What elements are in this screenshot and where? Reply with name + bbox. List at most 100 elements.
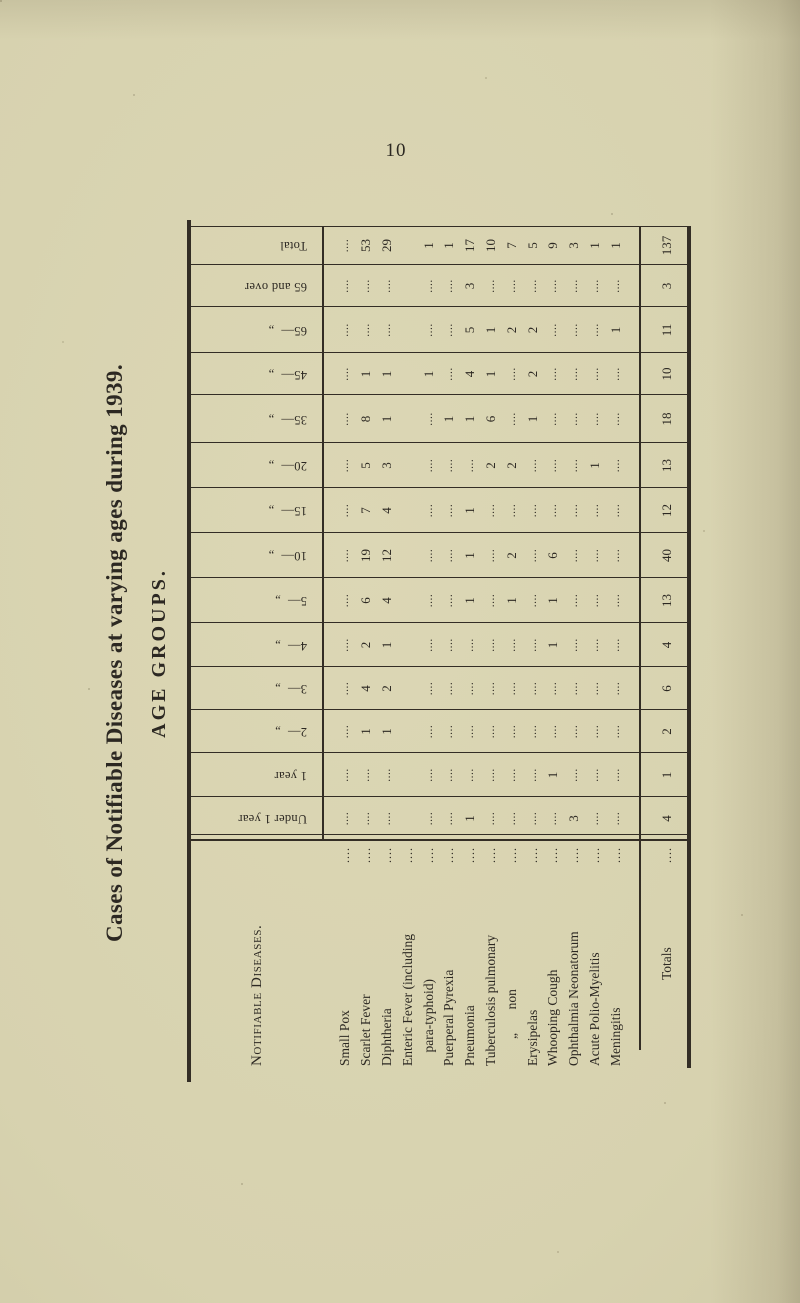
- empty-cell: ....: [609, 811, 622, 826]
- value-cell: 9: [545, 242, 561, 249]
- empty-cell: ....: [443, 724, 456, 739]
- value-cell: 2: [378, 685, 394, 692]
- empty-cell: ....: [443, 548, 456, 563]
- empty-cell: ....: [609, 548, 622, 563]
- value-cell: 4: [378, 507, 394, 514]
- value-cell: 1: [545, 597, 561, 604]
- value-cell: 1: [462, 597, 478, 604]
- table-row: Pneumonia.... 1................ 1 1 1.... 1 4 5…: [460, 226, 481, 1080]
- value-cell: 4: [358, 685, 374, 692]
- empty-cell: ....: [547, 458, 560, 473]
- age-header-9: 20— „: [191, 443, 323, 488]
- empty-cell: ....: [526, 279, 539, 293]
- empty-cell: ....: [339, 548, 352, 563]
- empty-cell: ....: [339, 279, 352, 293]
- empty-cell: ....: [588, 593, 601, 608]
- empty-cell: ....: [588, 412, 601, 426]
- age-header-label: 20— „: [268, 459, 307, 474]
- empty-cell: ....: [547, 681, 560, 696]
- empty-cell: ....: [464, 724, 477, 739]
- empty-cell: ....: [422, 323, 435, 337]
- value-cell: 7: [358, 507, 374, 514]
- table-title: Cases of Notifiable Diseases at varying …: [102, 364, 127, 942]
- empty-cell: ....: [443, 681, 456, 696]
- value-cell: 1: [462, 552, 478, 559]
- empty-cell: ....: [609, 638, 622, 652]
- empty-cell: ....: [568, 681, 581, 696]
- totals-row: Totals.... 4 1 2 6 4 13 40 12 13 18 10 11 3 137: [640, 226, 687, 1080]
- empty-cell: ....: [360, 279, 373, 293]
- value-cell: 1: [420, 242, 436, 249]
- table-subtitle: AGE GROUPS.: [148, 568, 170, 738]
- value-cell: 3: [566, 815, 582, 822]
- empty-cell: ....: [547, 323, 560, 337]
- empty-cell: ....: [422, 638, 435, 652]
- age-header-5: 4— „: [191, 623, 323, 667]
- age-header-label: 10— „: [268, 549, 307, 564]
- age-header-8: 15— „: [191, 488, 323, 533]
- age-header-2: 1 year: [191, 753, 323, 797]
- empty-cell: ....: [484, 279, 497, 293]
- age-header-label: 35— „: [268, 413, 307, 427]
- disease-name-cell: Enteric Fever (including....: [400, 840, 416, 1080]
- empty-cell: ....: [609, 279, 622, 293]
- empty-cell: ....: [339, 412, 352, 426]
- value-cell: 6: [482, 415, 498, 423]
- disease-name: „ non: [503, 989, 519, 1066]
- leader-dots: ....: [338, 847, 353, 863]
- disease-name-cell: para-typhoid)....: [421, 840, 437, 1080]
- empty-cell: ....: [568, 593, 581, 608]
- disease-name: Enteric Fever (including: [399, 934, 415, 1066]
- empty-cell: ....: [505, 724, 518, 739]
- value-cell: 2: [503, 326, 519, 334]
- empty-cell: ....: [443, 367, 456, 381]
- empty-cell: ....: [380, 768, 393, 782]
- empty-cell: ....: [588, 768, 601, 782]
- leader-dots: ....: [359, 847, 374, 863]
- value-cell: 2: [358, 641, 374, 649]
- empty-cell: ....: [547, 811, 560, 826]
- empty-cell: ....: [422, 548, 435, 563]
- empty-cell: ....: [588, 279, 601, 293]
- value-cell: 1: [462, 815, 478, 822]
- empty-cell: ....: [526, 458, 539, 473]
- table-header-row: Notifiable Diseases. Under 1 year 1 year 2…: [191, 226, 323, 1080]
- empty-cell: ....: [505, 681, 518, 696]
- value-cell: 12: [378, 549, 394, 562]
- value-cell: 5: [462, 326, 478, 334]
- empty-cell: ....: [505, 279, 518, 293]
- empty-cell: ....: [547, 724, 560, 739]
- empty-cell: ....: [609, 768, 622, 782]
- table-row: Acute Polio-Myelitis....................…: [585, 226, 606, 1080]
- empty-cell: ....: [588, 811, 601, 826]
- empty-cell: ....: [568, 323, 581, 337]
- empty-cell: ....: [547, 412, 560, 426]
- empty-cell: ....: [360, 323, 373, 337]
- value-cell: 2: [524, 370, 540, 378]
- totals-value-cell: 12: [659, 504, 674, 517]
- value-cell: 2: [503, 462, 519, 469]
- value-cell: 1: [378, 370, 394, 378]
- leader-dots: ....: [504, 847, 519, 863]
- empty-cell: ....: [339, 724, 352, 739]
- empty-cell: ....: [443, 638, 456, 652]
- empty-cell: ....: [380, 323, 393, 337]
- table-row: Erysipelas..............................…: [522, 226, 543, 1080]
- leader-dots: ....: [608, 847, 623, 863]
- disease-name: para-typhoid): [420, 979, 436, 1066]
- value-cell: 2: [524, 326, 540, 334]
- empty-cell: ....: [547, 367, 560, 381]
- empty-cell: ....: [484, 548, 497, 563]
- empty-cell: ....: [484, 503, 497, 518]
- leader-dots: ....: [587, 847, 602, 863]
- empty-cell: ....: [443, 279, 456, 293]
- leader-dots: ....: [525, 847, 540, 863]
- empty-cell: ....: [464, 681, 477, 696]
- table-row: Whooping Cough........ 1........ 1 1 6......…: [543, 226, 564, 1080]
- empty-cell: ....: [588, 638, 601, 652]
- empty-cell: ....: [484, 724, 497, 739]
- empty-cell: ....: [422, 458, 435, 473]
- totals-value-cell: 13: [659, 594, 674, 607]
- leader-dots: ....: [442, 847, 457, 863]
